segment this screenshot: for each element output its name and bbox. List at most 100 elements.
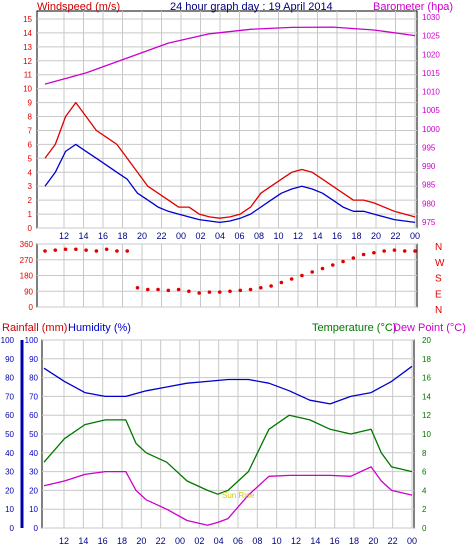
humidity-axis-label: Humidity (%)	[68, 322, 131, 334]
rainfall-tick-labels: 0 10 20 30 40 50 60 70 80 90 100	[1, 336, 15, 533]
temp-x-tick-label: 06	[233, 536, 243, 546]
wind-x-tick-label: 12	[293, 231, 303, 241]
direction-point	[217, 290, 222, 294]
compass-label: N	[435, 305, 442, 316]
temp-x-tick-label: 20	[136, 536, 146, 546]
windspeed-tick-label: 14	[23, 29, 32, 38]
direction-point	[269, 284, 273, 288]
direction-point	[392, 248, 397, 252]
direction-point	[166, 288, 171, 293]
barometer-tick-label: 1010	[422, 88, 440, 97]
direction-tick-label: 360	[20, 240, 34, 249]
rainfall-tick-label: 40	[5, 449, 14, 458]
direction-point	[382, 249, 386, 253]
barometer-tick-label: 1000	[422, 125, 440, 134]
direction-point	[43, 249, 47, 253]
humidity-tick-label: 60	[29, 411, 38, 420]
temp-humidity-grid	[42, 339, 414, 529]
humidity-tick-label: 100	[25, 336, 39, 345]
compass-label: S	[435, 274, 442, 285]
sunrise-annotation: Sun Rise	[222, 491, 255, 500]
windspeed-tick-label: 15	[23, 15, 32, 24]
wind-x-tick-label: 22	[390, 231, 400, 241]
windspeed-tick-label: 6	[28, 140, 33, 149]
windspeed-tick-label: 1	[28, 210, 33, 219]
barometer-tick-label: 1025	[422, 32, 440, 41]
temp-x-tick-label: 20	[368, 536, 378, 546]
direction-point	[351, 256, 356, 260]
direction-point	[187, 289, 191, 294]
barometer-tick-label: 1030	[422, 13, 440, 22]
temp-x-tick-label: 16	[330, 536, 340, 546]
windspeed-line	[44, 101, 416, 219]
wind-x-tick-label: 16	[98, 231, 108, 241]
temp-x-tick-label: 14	[78, 536, 88, 546]
barometer-tick-label: 1015	[422, 69, 440, 78]
barometer-tick-label: 995	[422, 143, 436, 152]
rainfall-tick-label: 50	[5, 430, 14, 439]
wind-x-tick-label: 02	[195, 231, 205, 241]
temperature-tick-label: 4	[422, 486, 427, 495]
direction-point	[341, 259, 345, 264]
rainfall-tick-label: 90	[5, 355, 14, 364]
humidity-tick-label: 70	[29, 392, 38, 401]
direction-point	[135, 285, 140, 290]
direction-point	[310, 270, 315, 274]
temp-x-tick-label: 18	[349, 536, 359, 546]
direction-point	[63, 247, 68, 252]
direction-point	[53, 248, 58, 252]
temp-x-tick-label: 12	[59, 536, 69, 546]
temp-x-tick-label: 00	[175, 536, 185, 546]
wind-x-tick-label: 20	[137, 231, 147, 241]
humidity-series-line	[43, 365, 413, 405]
windspeed-tick-label: 13	[23, 43, 32, 52]
direction-point	[115, 249, 119, 253]
rainfall-tick-label: 20	[5, 486, 14, 495]
wind-baro-x-tick-labels: 12 14 16 18 20 22 00 02 04 06 08 10 12 14 16 18 20 22 00	[59, 231, 420, 241]
windspeed-tick-label: 2	[28, 196, 33, 205]
direction-point	[320, 266, 325, 271]
humidity-tick-label: 30	[29, 468, 38, 477]
temp-x-tick-label: 02	[194, 536, 204, 546]
temperature-tick-label: 16	[422, 374, 431, 383]
wind-x-tick-label: 00	[176, 231, 186, 241]
temp-x-tick-label: 22	[156, 536, 166, 546]
wind-x-tick-label: 06	[234, 231, 244, 241]
rainfall-axis-label: Rainfall (mm)	[2, 322, 67, 334]
temperature-tick-label: 6	[422, 468, 427, 477]
humidity-tick-label: 20	[29, 486, 38, 495]
rainfall-tick-label: 10	[5, 505, 14, 514]
wind-x-tick-label: 14	[312, 231, 322, 241]
direction-point	[361, 252, 366, 257]
temp-x-tick-label: 08	[252, 536, 262, 546]
windspeed-tick-label: 9	[28, 99, 33, 108]
temp-x-tick-label: 14	[310, 536, 320, 546]
wind-x-tick-label: 08	[254, 231, 264, 241]
temperature-tick-label: 12	[422, 411, 431, 420]
barometer-tick-labels: 975 980 985 990 995 1000 1005 1010 1015 1020 1025 1…	[422, 13, 440, 227]
direction-point	[156, 287, 160, 292]
direction-point	[104, 247, 109, 252]
wind-direction-tick-labels: 0 90 180 270 360	[20, 240, 34, 312]
gust-line	[44, 143, 416, 224]
gust-series-line	[44, 143, 416, 224]
wind-x-tick-label: 00	[410, 231, 420, 241]
temperature-tick-label: 2	[422, 505, 427, 514]
temp-x-tick-label: 22	[388, 536, 398, 546]
temperature-line	[43, 414, 413, 495]
barometer-tick-label: 980	[422, 199, 436, 208]
windspeed-tick-label: 8	[28, 113, 33, 122]
wind-x-tick-label: 04	[215, 231, 225, 241]
compass-label: E	[435, 289, 442, 300]
temp-humidity-x-tick-labels: 12 14 16 18 20 22 00 02 04 06 08 10 12 14 16 18 20 22 00	[59, 536, 417, 546]
windspeed-axis-label: Windspeed (m/s)	[37, 1, 120, 13]
windspeed-tick-label: 7	[28, 126, 33, 135]
humidity-tick-label: 0	[34, 524, 39, 533]
temp-x-tick-label: 00	[407, 536, 417, 546]
graph-title: 24 hour graph day : 19 April 2014	[170, 1, 333, 13]
